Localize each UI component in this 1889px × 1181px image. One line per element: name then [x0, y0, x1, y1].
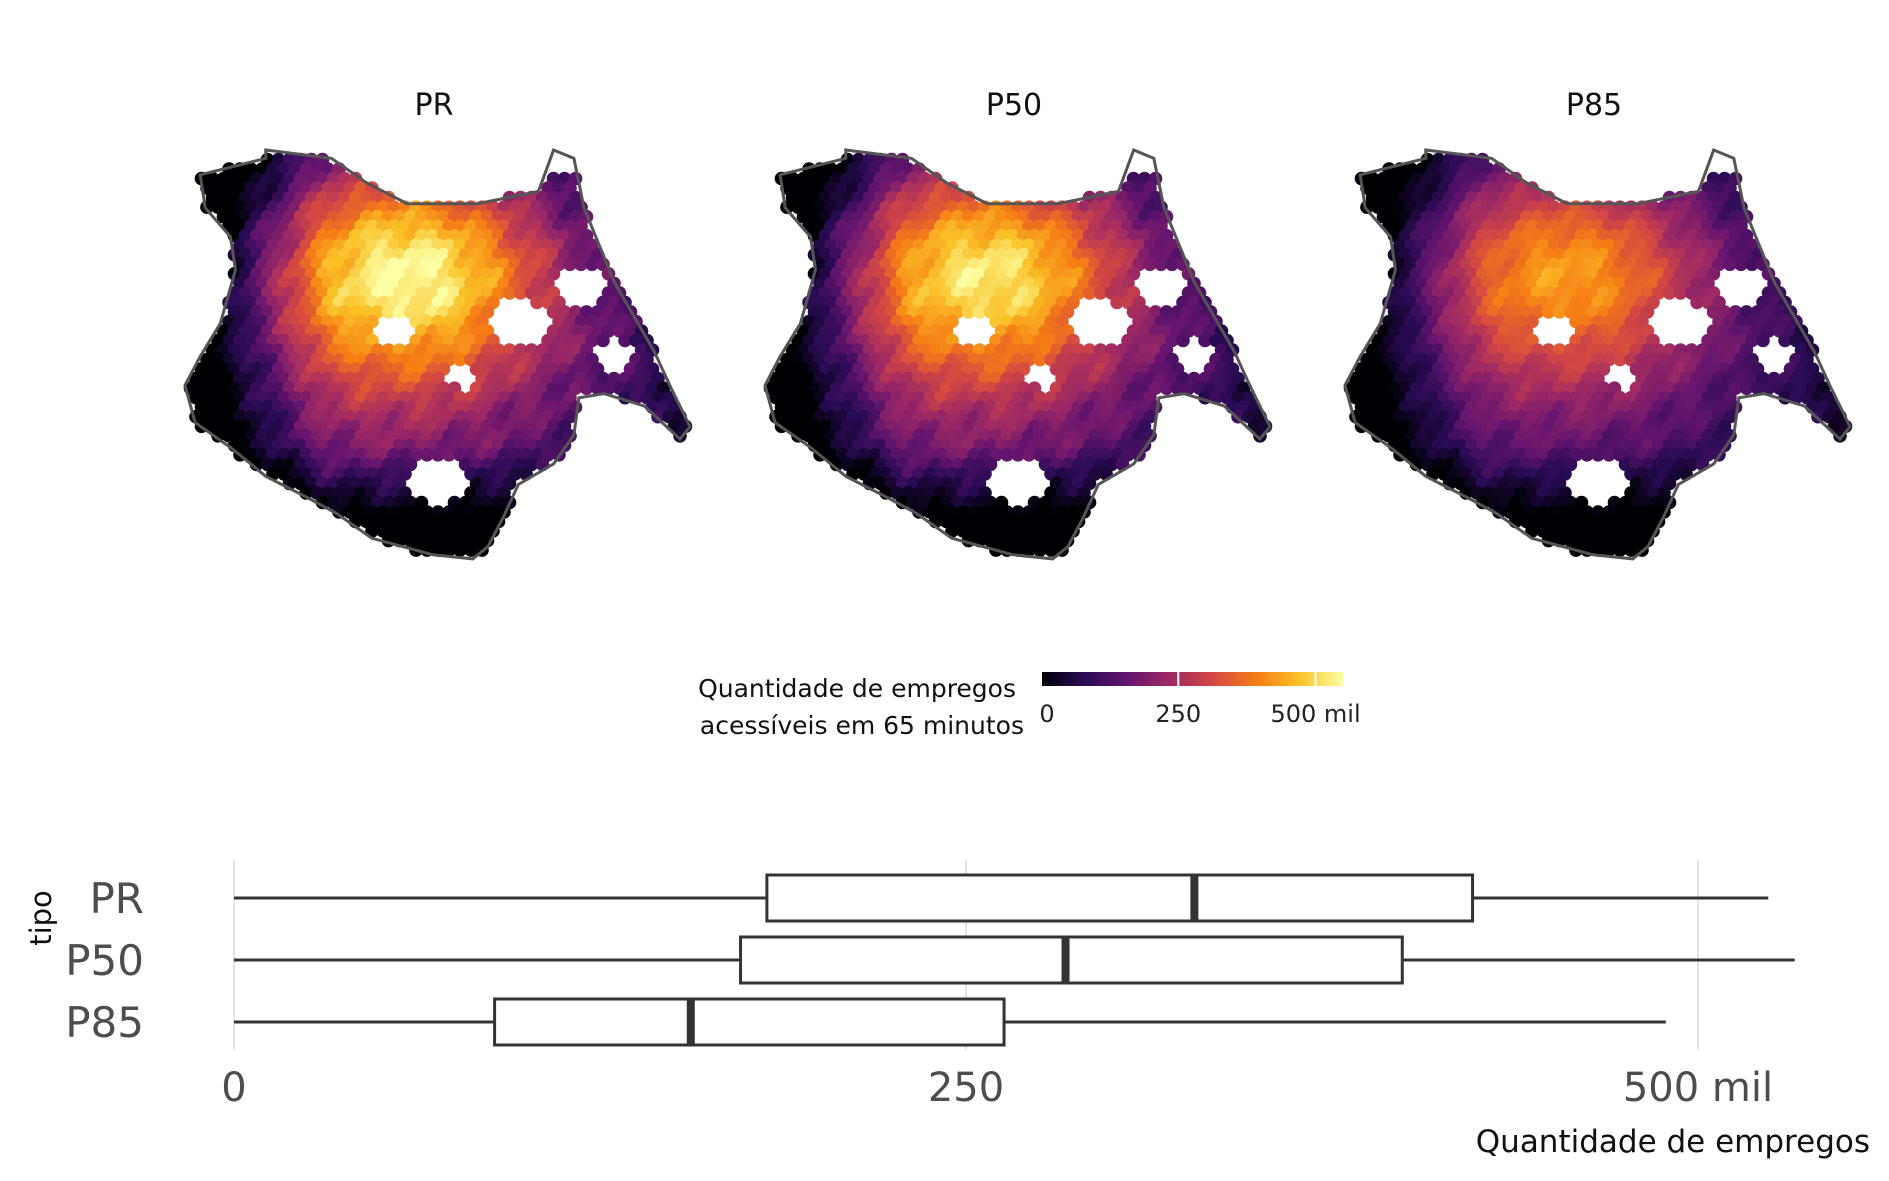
boxplot-y-axis-label: tipo	[24, 890, 58, 946]
box-iqr	[493, 997, 1006, 1047]
boxplot-category-label: PR	[89, 874, 144, 923]
map-hexagon	[563, 257, 577, 272]
map-hexagon	[453, 543, 467, 557]
map-boundary-outline	[763, 148, 1272, 561]
map-hexagon	[1033, 352, 1047, 367]
map-hexagon	[1044, 543, 1058, 557]
map-boundary-outline	[183, 148, 692, 561]
box-pr	[234, 873, 1769, 923]
box-iqr	[765, 873, 1475, 923]
map-hexagon	[1170, 381, 1185, 396]
boxplot-x-tick-label: 500 mil	[1623, 1065, 1773, 1111]
map-hexagon	[392, 305, 407, 319]
boxplot-x-tick-label: 250	[928, 1065, 1004, 1111]
box-p85	[234, 997, 1666, 1047]
facet-title-p85: P85	[1566, 88, 1622, 123]
map-hexagon	[601, 381, 616, 396]
map-hexagon	[579, 381, 594, 396]
box-p50	[234, 935, 1795, 985]
map-hexagon	[895, 495, 910, 510]
map-hexagon	[464, 543, 478, 557]
boxplot-marks	[234, 873, 1795, 1047]
map-hexagon	[1154, 257, 1168, 272]
boxplot-y-categories: PR P50 P85	[65, 874, 144, 1047]
map-hexagon	[585, 257, 599, 272]
map-hexagon	[1253, 429, 1267, 443]
map-hexagon	[1165, 257, 1179, 272]
map-hexagon	[961, 305, 976, 319]
map-hexagon	[1198, 333, 1212, 348]
map-hexagon	[1000, 448, 1014, 462]
boxplot-x-ticks: 0 250 500 mil	[221, 1065, 1773, 1111]
map-hexagon	[1022, 543, 1036, 557]
map-hexagon	[1022, 448, 1036, 462]
facet-p50: P50	[763, 88, 1273, 561]
map-p50	[763, 148, 1273, 561]
map-hexagon	[332, 505, 346, 519]
map-hexagon	[574, 257, 588, 272]
map-hexagon	[596, 333, 610, 348]
facet-p85: P85	[1343, 88, 1853, 561]
map-hexagon	[1110, 295, 1124, 310]
facet-pr: PR	[183, 88, 693, 561]
map-hexagon	[315, 495, 330, 510]
map-hexagon	[590, 381, 605, 396]
map-hexagon	[1093, 286, 1108, 300]
map-hexagon	[1143, 257, 1157, 272]
map-hexagon	[618, 333, 632, 348]
map-hexagon	[513, 286, 528, 300]
map-hexagon	[420, 448, 434, 462]
boxplot-x-axis-label: Quantidade de empregos	[1476, 1124, 1870, 1160]
map-hexagon	[502, 286, 517, 300]
map-hexagon	[1181, 381, 1196, 396]
map-hexagon	[1176, 333, 1190, 348]
map-hexagon	[431, 448, 445, 462]
map-pr	[183, 148, 693, 561]
box-iqr	[739, 935, 1404, 985]
map-hexagon	[912, 505, 926, 519]
boxplot-category-label: P85	[65, 998, 144, 1047]
map-hexagon	[530, 295, 544, 310]
facet-title-pr: PR	[415, 88, 454, 123]
map-hexagon	[1082, 286, 1097, 300]
facet-title-p50: P50	[986, 88, 1042, 123]
map-hexagon	[442, 448, 456, 462]
map-hexagon	[453, 352, 467, 367]
map-hexagon	[381, 305, 396, 319]
map-hexagon	[972, 305, 987, 319]
map-hexagon	[1033, 543, 1047, 557]
maps-panel: PR P50 P85	[183, 88, 1853, 561]
boxplot-x-tick-label: 0	[221, 1065, 246, 1111]
map-hexagon	[1159, 381, 1174, 396]
boxplot-category-label: P50	[65, 936, 144, 985]
map-hexagon	[1011, 448, 1025, 462]
map-p85	[1343, 148, 1853, 561]
map-hexagon	[211, 429, 225, 443]
map-hexagon	[673, 429, 687, 443]
map-hexagon	[442, 543, 456, 557]
